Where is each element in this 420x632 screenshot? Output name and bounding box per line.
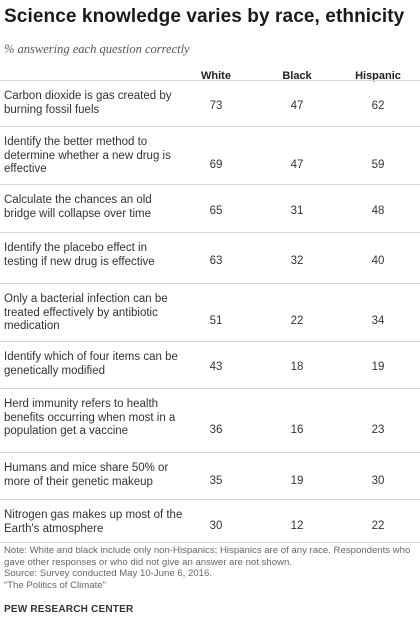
value-cell-hispanic: 48 bbox=[371, 205, 385, 217]
value-cell-hispanic: 62 bbox=[371, 100, 385, 112]
table-row: Identify the better method to determine … bbox=[0, 126, 420, 185]
column-header-hispanic: Hispanic bbox=[355, 70, 401, 82]
value-cell-hispanic: 30 bbox=[371, 475, 385, 487]
row-label: Identify the placebo effect in testing i… bbox=[4, 242, 155, 268]
table-row: Nitrogen gas makes up most of the Earth'… bbox=[0, 499, 420, 545]
value-cell-black: 31 bbox=[290, 205, 304, 217]
value-cell-hispanic: 19 bbox=[371, 361, 385, 373]
table-row: Identify the placebo effect in testing i… bbox=[0, 232, 420, 284]
table-row: Humans and mice share 50% or more of the… bbox=[0, 452, 420, 500]
row-label: Identify the better method to determine … bbox=[4, 136, 171, 175]
value-cell-hispanic: 59 bbox=[371, 159, 385, 171]
row-label: Calculate the chances an old bridge will… bbox=[4, 194, 152, 220]
column-header-black: Black bbox=[282, 70, 312, 82]
value-cell-hispanic: 23 bbox=[371, 424, 385, 436]
value-cell-black: 47 bbox=[290, 100, 304, 112]
value-cell-hispanic: 40 bbox=[371, 255, 385, 267]
table-row: Carbon dioxide is gas created by burning… bbox=[0, 80, 420, 127]
value-cell-black: 22 bbox=[290, 315, 304, 327]
table-bottom-rule bbox=[0, 542, 420, 543]
row-label: Humans and mice share 50% or more of the… bbox=[4, 462, 169, 488]
value-cell-black: 19 bbox=[290, 475, 304, 487]
value-cell-black: 16 bbox=[290, 424, 304, 436]
source-text: Source: Survey conducted May 10-June 6, … bbox=[4, 568, 212, 579]
brand-logo-text: PEW RESEARCH CENTER bbox=[4, 604, 134, 615]
report-title: “The Politics of Climate” bbox=[4, 579, 106, 591]
row-label: Identify which of four items can be gene… bbox=[4, 351, 178, 377]
value-cell-hispanic: 22 bbox=[371, 520, 385, 532]
value-cell-white: 51 bbox=[209, 315, 223, 327]
row-label: Herd immunity refers to health benefits … bbox=[4, 398, 176, 437]
value-cell-black: 12 bbox=[290, 520, 304, 532]
value-cell-white: 35 bbox=[209, 475, 223, 487]
value-cell-hispanic: 34 bbox=[371, 315, 385, 327]
value-cell-white: 63 bbox=[209, 255, 223, 267]
note-text: Note: White and black include only non-H… bbox=[4, 545, 411, 568]
chart-title: Science knowledge varies by race, ethnic… bbox=[4, 6, 405, 27]
value-cell-white: 43 bbox=[209, 361, 223, 373]
footnote: Note: White and black include only non-H… bbox=[4, 545, 416, 591]
table-row: Only a bacterial infection can be treate… bbox=[0, 283, 420, 342]
chart-subtitle: % answering each question correctly bbox=[4, 42, 190, 56]
row-label: Carbon dioxide is gas created by burning… bbox=[4, 90, 172, 116]
value-cell-white: 69 bbox=[209, 159, 223, 171]
column-header-row: White Black Hispanic bbox=[0, 70, 420, 84]
value-cell-white: 73 bbox=[209, 100, 223, 112]
table-row: Identify which of four items can be gene… bbox=[0, 341, 420, 389]
value-cell-black: 32 bbox=[290, 255, 304, 267]
table-row: Herd immunity refers to health benefits … bbox=[0, 388, 420, 453]
value-cell-white: 36 bbox=[209, 424, 223, 436]
table-row: Calculate the chances an old bridge will… bbox=[0, 184, 420, 233]
value-cell-black: 18 bbox=[290, 361, 304, 373]
row-label: Nitrogen gas makes up most of the Earth'… bbox=[4, 509, 183, 535]
column-header-white: White bbox=[201, 70, 231, 82]
value-cell-white: 30 bbox=[209, 520, 223, 532]
row-label: Only a bacterial infection can be treate… bbox=[4, 293, 168, 332]
value-cell-black: 47 bbox=[290, 159, 304, 171]
value-cell-white: 65 bbox=[209, 205, 223, 217]
